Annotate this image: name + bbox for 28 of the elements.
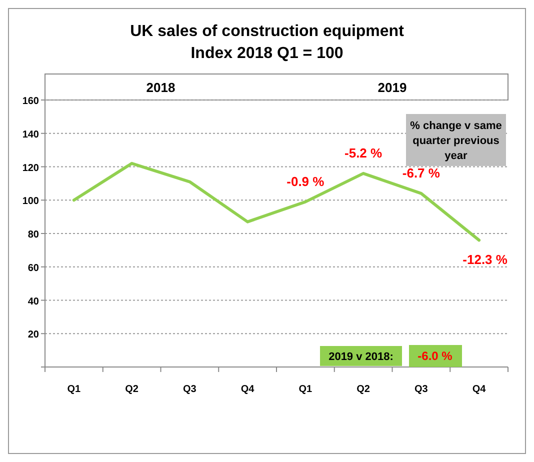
text: 2018	[146, 80, 176, 95]
y-tick-label: 20	[28, 330, 40, 341]
x-tick-label: Q4	[240, 384, 255, 395]
text: 2019	[378, 80, 407, 95]
annotation: 2019 v 2018:	[328, 351, 394, 363]
chart-title: UK sales of construction equipment	[130, 23, 405, 40]
x-tick-label: Q4	[472, 384, 486, 395]
annotation: % change v same quarter previous year	[410, 120, 502, 162]
annotation: -6.7 %	[402, 165, 440, 180]
y-tick-label: 160	[22, 96, 40, 107]
annotation: -5.2 %	[344, 145, 383, 160]
y-tick-label: 100	[22, 196, 40, 208]
y-tick-label: 80	[28, 230, 40, 240]
y-tick-label: 60	[28, 262, 40, 274]
chart-subtitle: Index 2018 Q1 = 100	[190, 45, 344, 62]
y-tick-label: 140	[22, 129, 40, 140]
x-tick-label: Q3	[183, 384, 197, 395]
x-tick-label: Q2	[125, 384, 139, 395]
y-tick-label: 40	[28, 296, 40, 308]
annotation: -12.3 %	[462, 252, 508, 268]
x-tick-label: Q1	[67, 384, 82, 395]
x-tick-label: Q2	[356, 384, 370, 395]
x-tick-label: Q3	[414, 384, 428, 395]
y-tick-label: 120	[22, 162, 40, 174]
line-series	[72, 162, 481, 242]
annotation: -6.0 %	[418, 349, 453, 363]
x-tick-label: Q1	[298, 384, 313, 395]
annotation: -0.9 %	[286, 174, 325, 189]
